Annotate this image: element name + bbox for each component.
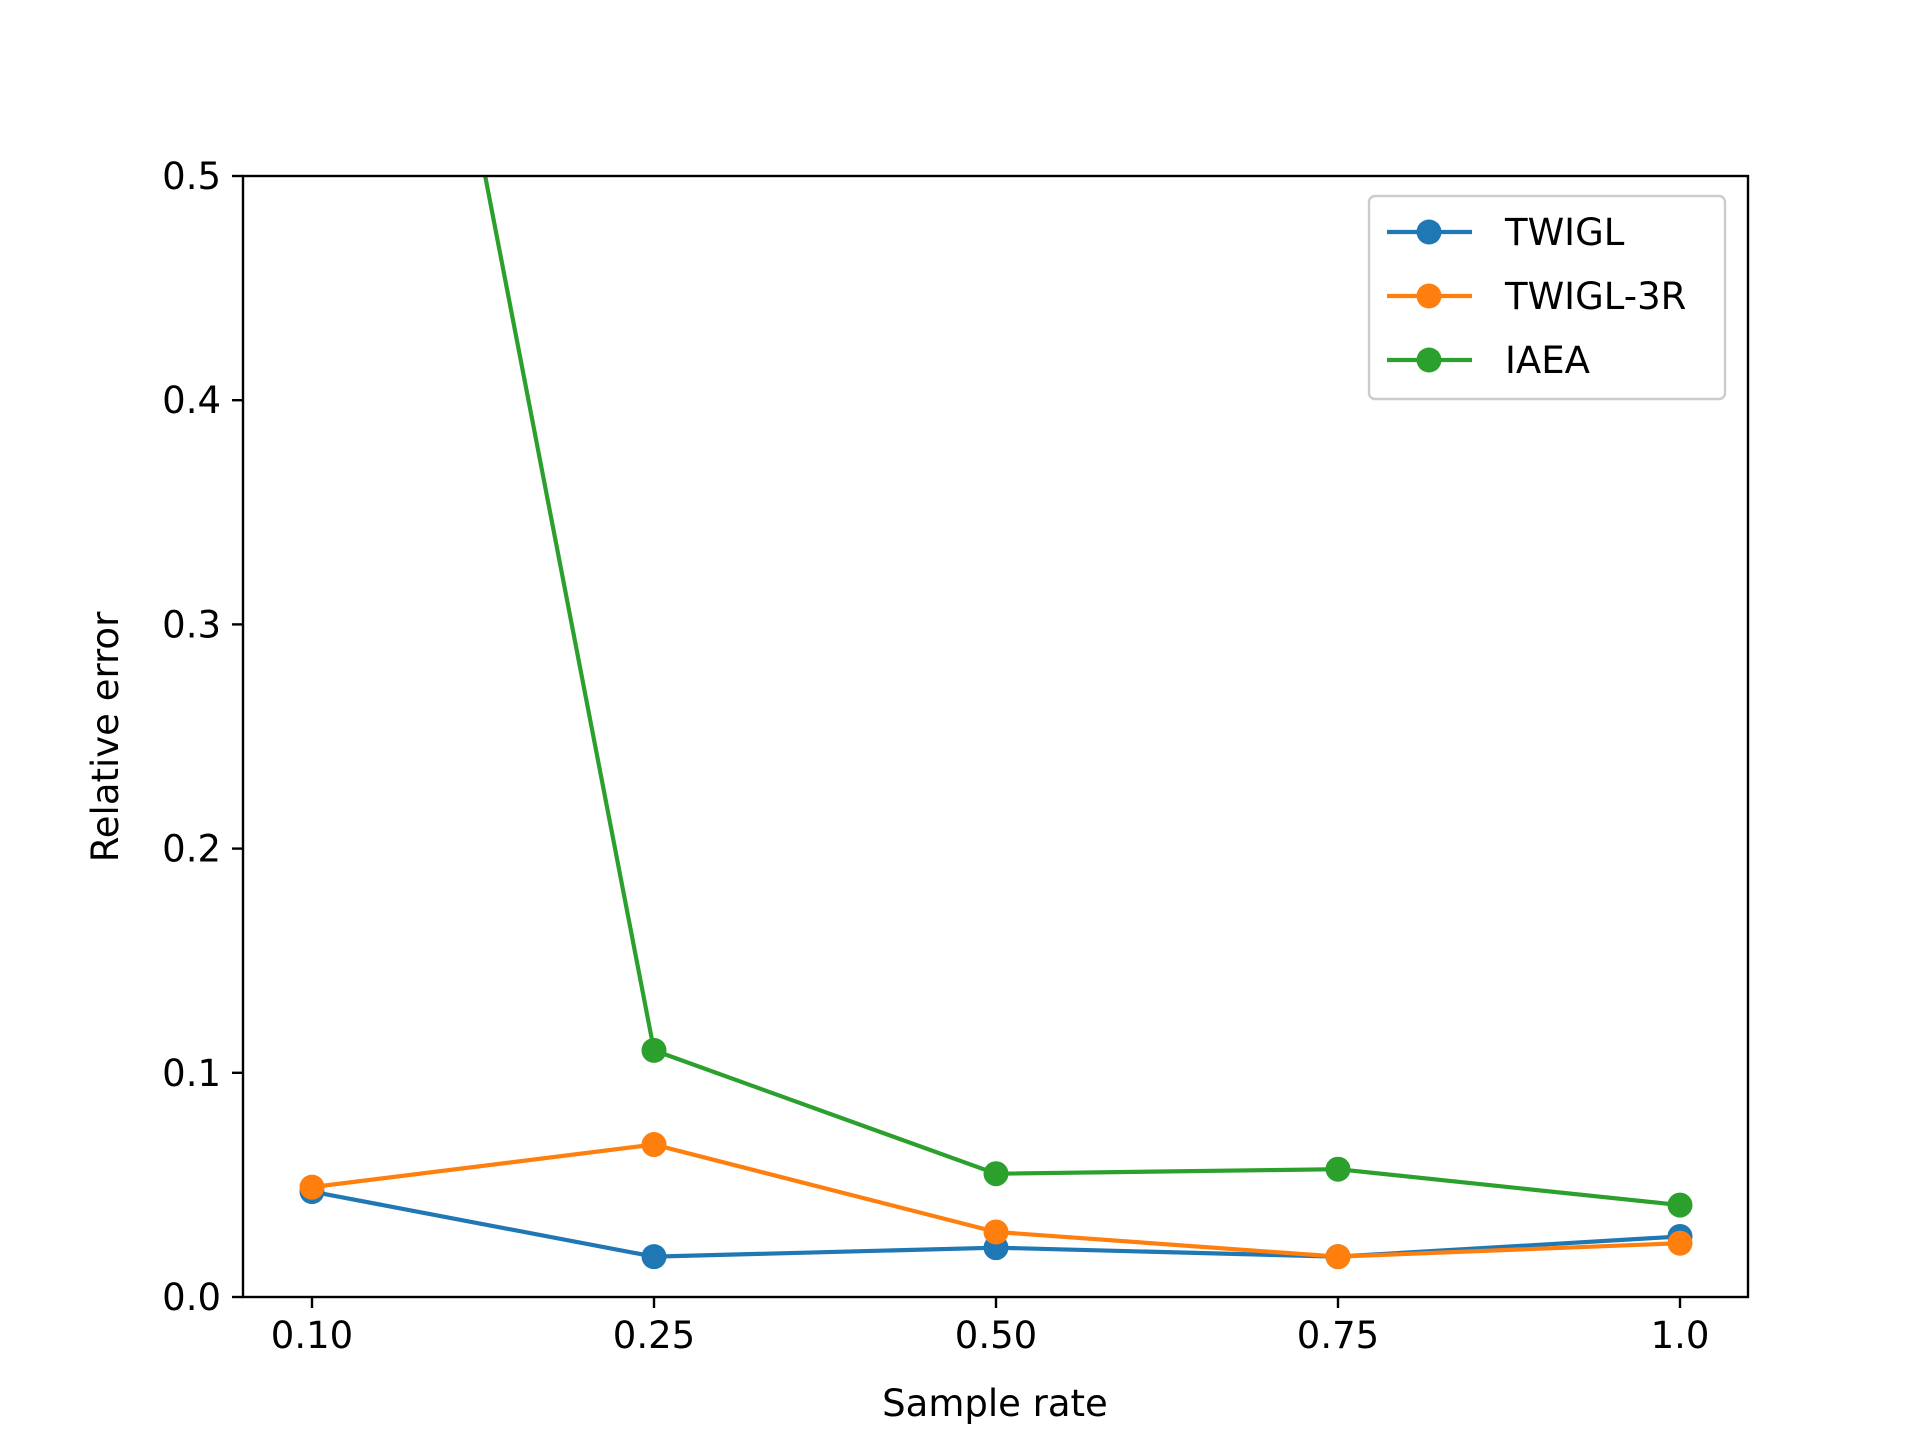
x-tick-label: 1.0 [1651, 1314, 1710, 1357]
y-axis-title: Relative error [84, 611, 127, 862]
y-tick-label: 0.4 [162, 379, 221, 422]
series-iaea [483, 176, 1693, 1218]
data-point [983, 1161, 1009, 1187]
legend-marker [1416, 219, 1442, 245]
legend-entry: TWIGL-3R [1387, 275, 1686, 318]
data-point [1667, 1192, 1693, 1218]
y-axis: 0.0 0.1 0.2 0.3 0.4 0.5 [162, 155, 243, 1319]
y-tick-label: 0.0 [162, 1276, 221, 1319]
data-point [299, 1174, 325, 1200]
data-point [1325, 1244, 1351, 1270]
data-point [983, 1219, 1009, 1245]
legend-marker [1416, 347, 1442, 373]
y-tick-label: 0.1 [162, 1052, 221, 1095]
x-axis-title: Sample rate [882, 1382, 1108, 1425]
legend: TWIGL TWIGL-3R IAEA [1367, 194, 1727, 401]
legend-box [1367, 194, 1727, 401]
legend-items: TWIGL TWIGL-3R IAEA [1387, 211, 1686, 382]
y-tick-label: 0.2 [162, 828, 221, 871]
data-point [1667, 1230, 1693, 1256]
y-tick-label: 0.5 [162, 155, 221, 198]
data-point [641, 1244, 667, 1270]
legend-entry: IAEA [1387, 339, 1590, 382]
data-point [1325, 1156, 1351, 1182]
legend-label: TWIGL-3R [1504, 275, 1686, 318]
data-point [641, 1037, 667, 1063]
x-tick-label: 0.10 [271, 1314, 353, 1357]
x-tick-label: 0.75 [1297, 1314, 1379, 1357]
legend-label: TWIGL [1504, 211, 1625, 254]
x-tick-label: 0.50 [955, 1314, 1037, 1357]
series-layer [299, 176, 1693, 1270]
data-point [641, 1132, 667, 1158]
legend-label: IAEA [1505, 339, 1590, 382]
y-tick-label: 0.3 [162, 603, 221, 646]
x-tick-label: 0.25 [613, 1314, 695, 1357]
series-line [483, 176, 1683, 1208]
legend-entry: TWIGL [1387, 211, 1625, 254]
series-twigl-3r [299, 1132, 1693, 1270]
x-axis: 0.10 0.25 0.50 0.75 1.0 [271, 1297, 1710, 1357]
legend-marker [1416, 283, 1442, 309]
